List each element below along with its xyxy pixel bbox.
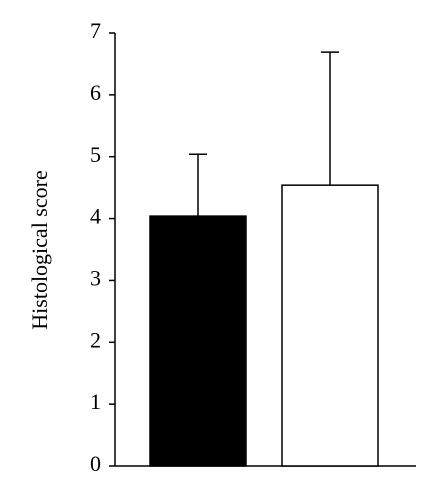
y-tick-label: 7 [90,18,101,43]
y-tick-label: 1 [90,389,101,414]
y-tick-label: 5 [90,142,101,167]
y-tick-label: 3 [90,265,101,290]
y-axis-label: Histological score [27,170,52,329]
y-tick-label: 2 [90,327,101,352]
y-tick-label: 4 [90,204,101,229]
y-tick-label: 0 [90,451,101,476]
bar [149,215,247,467]
bar [281,184,379,467]
y-tick-label: 6 [90,80,101,105]
